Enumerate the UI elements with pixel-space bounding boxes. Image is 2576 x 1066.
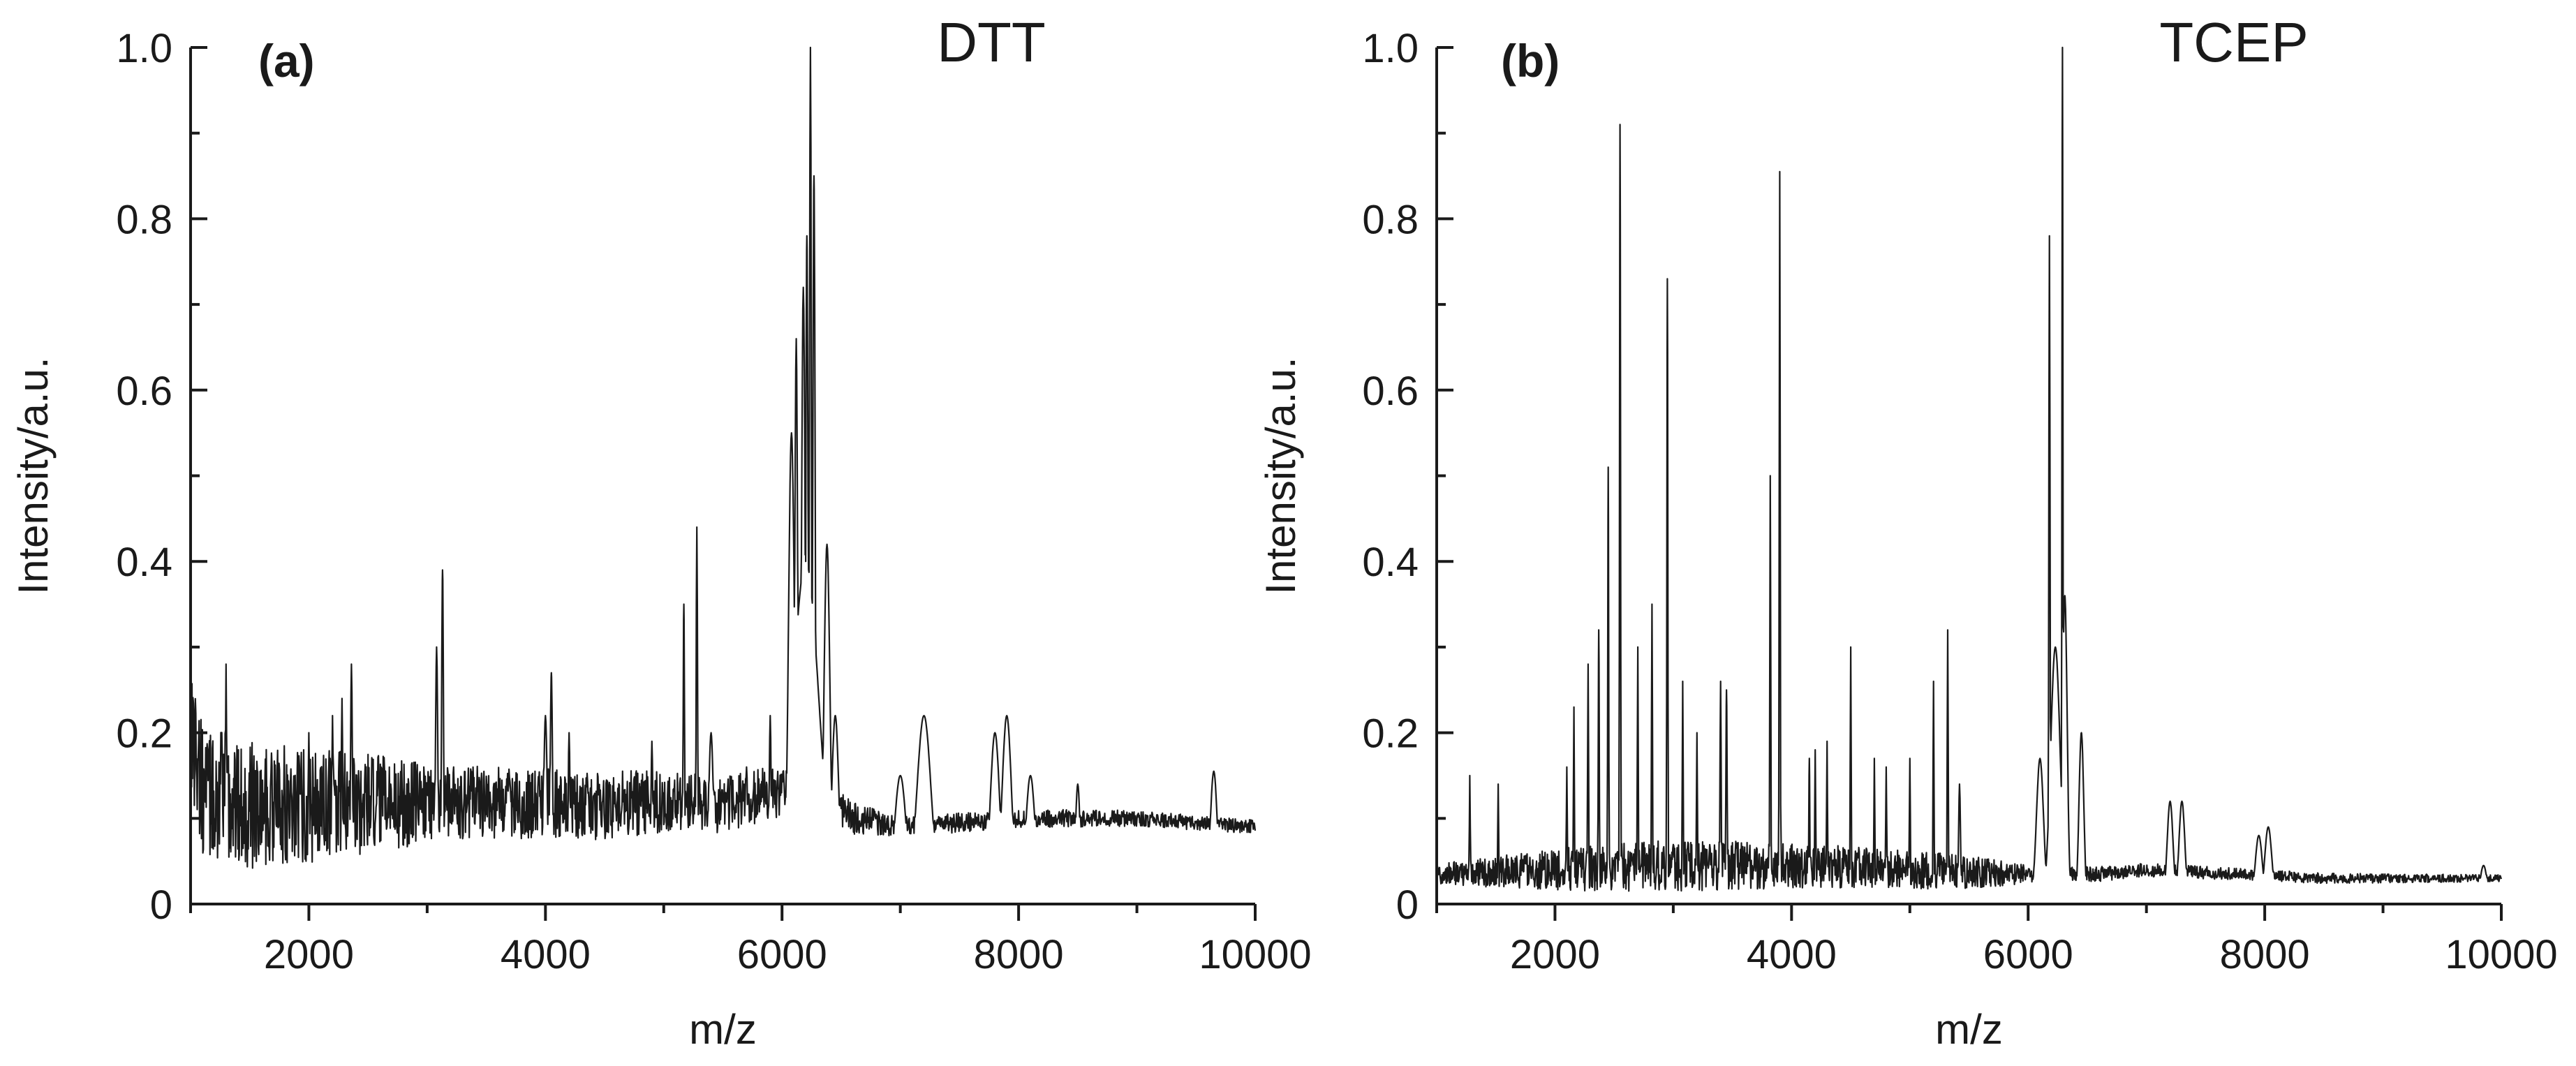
- x-tick-label: 4000: [1747, 932, 1837, 977]
- y-tick-label: 0.6: [116, 369, 172, 414]
- y-tick-label: 0: [150, 882, 172, 928]
- y-tick-label: 0.8: [1362, 197, 1419, 242]
- y-tick-label: 0.2: [1362, 711, 1419, 757]
- x-tick-label: 6000: [737, 932, 827, 977]
- y-tick-label: 0.4: [1362, 540, 1419, 585]
- spectrum-line: [1436, 46, 2503, 892]
- y-tick-label: 0.4: [116, 540, 172, 585]
- y-tick-label: 1.0: [116, 26, 172, 71]
- y-axis-title: Intensity/a.u.: [10, 357, 57, 594]
- y-tick-label: 0.8: [116, 197, 172, 242]
- panel-a: 2000 4000 6000 8000 10000 0 0.2 0.4 0.6 0.8 1.0 m/z…: [10, 11, 1312, 1053]
- x-tick-label: 6000: [1983, 932, 2073, 977]
- panel-b: 2000 4000 6000 8000 10000 0 0.2 0.4 0.6 0.8 1.0 m/z…: [1257, 11, 2558, 1053]
- x-axis-title: m/z: [689, 1006, 757, 1053]
- x-axis-title: m/z: [1935, 1006, 2003, 1053]
- y-axis-title: Intensity/a.u.: [1257, 357, 1304, 594]
- x-tick-label: 2000: [264, 932, 354, 977]
- x-tick-label: 8000: [974, 932, 1064, 977]
- chart-title: TCEP: [2159, 11, 2308, 73]
- chart-title: DTT: [937, 11, 1046, 73]
- x-tick-label: 4000: [501, 932, 591, 977]
- panel-label: (a): [258, 35, 315, 87]
- spectrum-line: [189, 46, 1257, 869]
- panel-label: (b): [1501, 35, 1560, 87]
- y-tick-label: 0.6: [1362, 369, 1419, 414]
- x-tick-label: 2000: [1510, 932, 1600, 977]
- y-tick-label: 1.0: [1362, 26, 1419, 71]
- x-tick-label: 8000: [2220, 932, 2310, 977]
- y-tick-label: 0: [1396, 882, 1419, 928]
- x-tick-label: 10000: [2445, 932, 2557, 977]
- x-tick-label: 10000: [1199, 932, 1311, 977]
- y-tick-label: 0.2: [116, 711, 172, 757]
